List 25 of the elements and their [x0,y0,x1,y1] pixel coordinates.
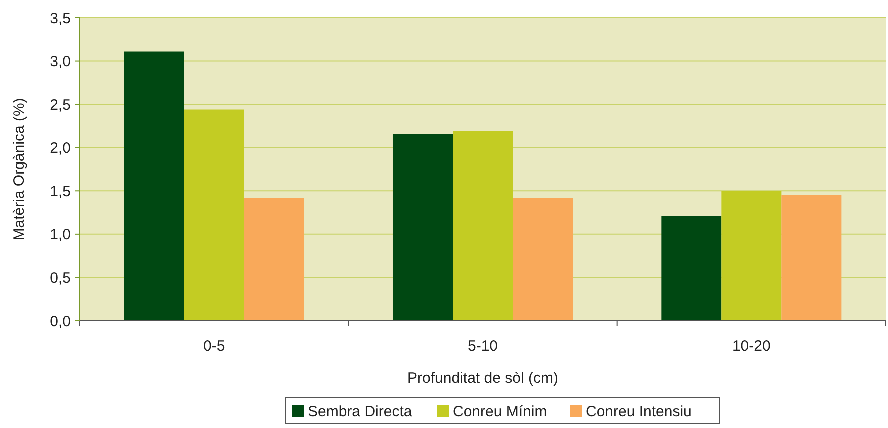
bar [662,216,722,321]
y-tick-label: 1,5 [50,183,71,200]
bar [392,134,453,321]
bar [722,191,782,321]
y-tick-label: 0,5 [50,270,71,287]
bar [184,110,244,321]
y-tick-label: 2,0 [50,140,71,158]
bar [782,195,842,321]
y-tick-label: 3,0 [50,54,71,71]
x-tick-label: 0-5 [203,338,226,355]
bar [124,52,184,321]
legend-label: Sembra Directa [308,403,413,420]
y-axis-title: Matèria Orgànica (%) [11,98,28,241]
x-tick-label: 5-10 [468,338,498,355]
y-tick-label: 0,0 [50,313,71,330]
y-tick-label: 1,0 [50,226,71,244]
x-tick-label: 10-20 [732,338,771,355]
legend-label: Conreu Intensiu [586,403,692,420]
bar [453,131,513,321]
y-tick-label: 2,5 [50,96,71,114]
legend-label: Conreu Mínim [453,403,548,420]
bar [244,198,304,321]
x-axis-title: Profunditat de sòl (cm) [408,370,558,387]
bar [513,198,574,321]
y-tick-label: 3,5 [50,10,71,28]
